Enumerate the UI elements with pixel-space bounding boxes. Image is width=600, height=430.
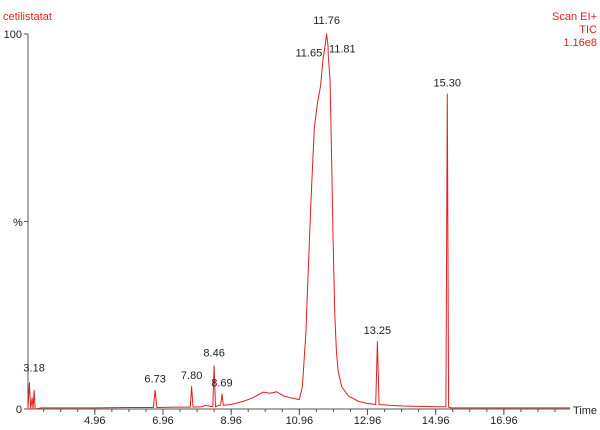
x-tick-label: 12.96	[354, 415, 382, 425]
peak-label: 6.73	[144, 374, 165, 386]
sample-name: cetilistatat	[3, 11, 52, 23]
peak-label: 11.65	[296, 47, 323, 59]
x-tick-label: 16.96	[490, 415, 518, 425]
peak-label: 11.76	[313, 15, 340, 27]
trace-layer	[27, 33, 570, 410]
y-tick-label: 100	[4, 29, 22, 41]
header-intensity: 1.16e8	[563, 37, 597, 49]
x-tick-label: 4.96	[84, 415, 105, 425]
x-tick-label: 6.96	[152, 415, 173, 425]
peak-label: 11.81	[329, 44, 356, 56]
peak-label: 8.46	[203, 347, 224, 359]
header-scan-mode: Scan EI+	[552, 11, 597, 23]
peak-label: 7.80	[181, 370, 202, 382]
peak-labels: 3.18 6.73 7.808.46 8.69 11.65 11.76 11.81 13.25…	[23, 15, 461, 389]
peak-label: 15.30	[434, 77, 462, 89]
header-signal-type: TIC	[579, 24, 597, 36]
peak-label: 13.25	[364, 325, 392, 337]
x-tick-label: 8.96	[220, 415, 241, 425]
y-axis-label: %	[13, 217, 23, 229]
x-axis-label: Time	[573, 405, 597, 417]
peak-label: 8.69	[211, 377, 232, 389]
axes: 0 100 4.96 6.96 8.96 10.96 12.96 14.96 16.96	[4, 29, 570, 427]
tic-trace-line	[27, 33, 570, 410]
peak-label: 3.18	[23, 362, 44, 374]
x-tick-label: 10.96	[286, 415, 314, 425]
y-tick-label: 0	[16, 404, 22, 416]
x-tick-label: 14.96	[422, 415, 450, 425]
